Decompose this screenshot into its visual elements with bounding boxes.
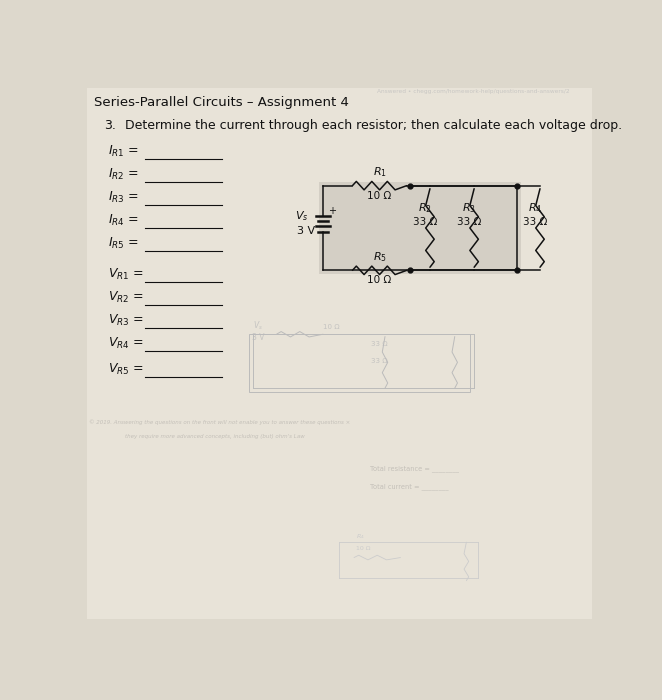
Text: +: + <box>328 206 336 216</box>
Text: 33 Ω: 33 Ω <box>457 217 482 227</box>
Text: $V_s$: $V_s$ <box>254 320 263 332</box>
Text: $R_4$: $R_4$ <box>528 201 542 215</box>
Text: 33 Ω: 33 Ω <box>371 341 388 346</box>
Text: $R_1$: $R_1$ <box>373 166 387 179</box>
Text: $I_{R3}$ =: $I_{R3}$ = <box>109 190 139 205</box>
Text: Total resistance = ________: Total resistance = ________ <box>369 466 459 472</box>
Text: $I_{R4}$ =: $I_{R4}$ = <box>109 213 139 228</box>
Text: 33 Ω: 33 Ω <box>371 358 388 364</box>
Text: $R_3$: $R_3$ <box>463 201 477 215</box>
Text: 3.: 3. <box>105 119 117 132</box>
Text: $V_{R3}$ =: $V_{R3}$ = <box>109 313 144 328</box>
Bar <box>319 182 520 274</box>
Text: 33 Ω: 33 Ω <box>413 217 438 227</box>
Text: Answered • chegg.com/homework-help/questions-and-answers/2: Answered • chegg.com/homework-help/quest… <box>377 89 570 95</box>
Text: 10 Ω: 10 Ω <box>355 546 370 551</box>
Text: $V_{R4}$ =: $V_{R4}$ = <box>109 336 144 351</box>
Text: they require more advanced concepts, including (but) ohm's Law: they require more advanced concepts, inc… <box>125 434 305 439</box>
Text: 10 Ω: 10 Ω <box>367 190 392 201</box>
Bar <box>250 335 470 392</box>
Text: $V_s$: $V_s$ <box>295 209 308 223</box>
Text: 3 V: 3 V <box>252 332 264 342</box>
Text: $I_{R5}$ =: $I_{R5}$ = <box>109 236 139 251</box>
Text: 33 Ω: 33 Ω <box>523 217 547 227</box>
Text: $R_2$: $R_2$ <box>418 201 432 215</box>
Text: © 2019. Answering the questions on the front will not enable you to answer these: © 2019. Answering the questions on the f… <box>89 420 350 426</box>
Text: 3 V: 3 V <box>297 226 315 236</box>
Text: $R_4$: $R_4$ <box>355 532 364 541</box>
Text: $V_{R2}$ =: $V_{R2}$ = <box>109 290 144 305</box>
Text: $I_{R1}$ =: $I_{R1}$ = <box>109 144 139 159</box>
Text: $R_5$: $R_5$ <box>373 251 387 264</box>
Text: $V_{R5}$ =: $V_{R5}$ = <box>109 362 144 377</box>
Text: Series-Parallel Circuits – Assignment 4: Series-Parallel Circuits – Assignment 4 <box>95 96 350 108</box>
Text: 10 Ω: 10 Ω <box>323 324 340 330</box>
Text: $I_{R2}$ =: $I_{R2}$ = <box>109 167 139 182</box>
Text: Total current = ________: Total current = ________ <box>369 483 448 490</box>
Text: $V_{R1}$ =: $V_{R1}$ = <box>109 267 144 282</box>
Text: 10 Ω: 10 Ω <box>367 275 392 286</box>
Text: Determine the current through each resistor; then calculate each voltage drop.: Determine the current through each resis… <box>125 119 622 132</box>
